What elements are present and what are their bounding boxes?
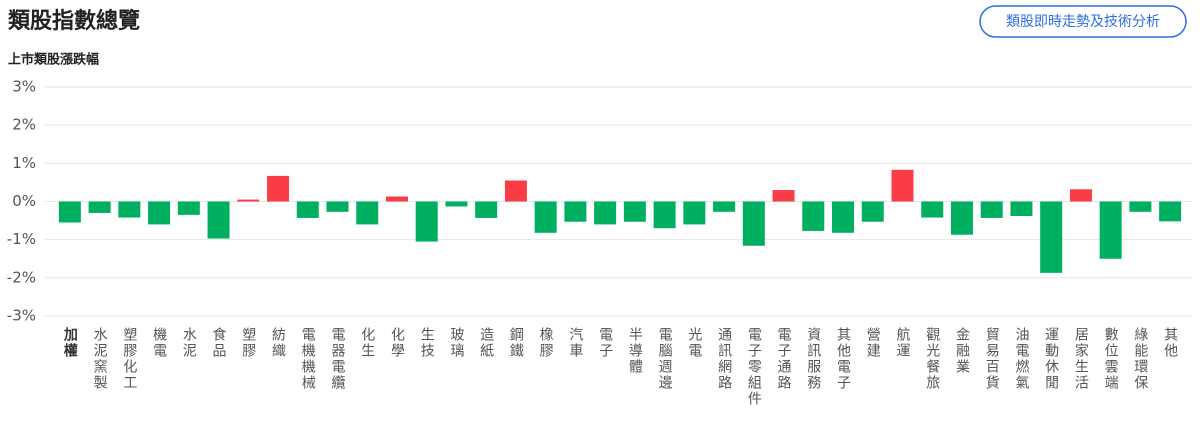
bar <box>564 201 587 222</box>
x-tick-label: 金融業 <box>954 327 970 375</box>
bar <box>772 190 795 202</box>
bar <box>742 201 765 246</box>
x-tick-label: 水泥窯製 <box>92 327 108 391</box>
bar <box>950 201 973 235</box>
y-tick-label: 1% <box>12 154 36 172</box>
x-tick-label: 其他 <box>1162 327 1178 359</box>
bar <box>415 201 438 242</box>
x-tick-label: 資訊服務 <box>805 327 821 391</box>
y-tick-label: 3% <box>12 78 36 96</box>
bar <box>207 201 230 239</box>
analysis-button[interactable]: 類股即時走勢及技術分析 <box>979 5 1187 38</box>
bar <box>832 201 855 233</box>
x-tick-label: 塑膠 <box>240 327 256 359</box>
y-tick-label: -2% <box>7 268 36 286</box>
y-tick-label: -1% <box>7 230 36 248</box>
x-tick-label: 居家生活 <box>1073 327 1089 391</box>
bar <box>623 201 646 222</box>
x-tick-label: 電腦週邊 <box>657 327 673 391</box>
bar <box>58 201 81 223</box>
x-tick-label: 數位雲端 <box>1103 327 1119 391</box>
x-tick-label: 其他電子 <box>835 327 851 391</box>
x-tick-label: 電子零組件 <box>746 327 762 407</box>
bar <box>1159 201 1182 222</box>
x-tick-label: 綠能環保 <box>1132 327 1148 391</box>
x-tick-label: 航運 <box>895 327 911 359</box>
button-label[interactable]: 類股即時走勢及技術分析 <box>1006 14 1160 30</box>
bar <box>445 201 468 207</box>
x-tick-label: 食品 <box>211 326 227 359</box>
bar <box>594 201 617 225</box>
bar <box>534 201 557 233</box>
x-tick-label: 紡織 <box>270 327 286 359</box>
x-tick-label: 化學 <box>389 327 405 359</box>
bar <box>385 196 408 202</box>
bar <box>326 201 349 212</box>
x-tick-label: 通訊網路 <box>716 327 732 391</box>
x-tick-label: 電器電纜 <box>330 327 346 391</box>
x-tick-label: 玻璃 <box>448 327 464 359</box>
x-tick-label: 化生 <box>359 327 375 359</box>
x-tick-label: 汽車 <box>567 327 583 359</box>
x-tick-label: 光電 <box>686 327 702 359</box>
bar <box>88 201 111 213</box>
bar <box>921 201 944 218</box>
bar <box>1129 201 1152 212</box>
bar <box>504 180 527 202</box>
bar <box>237 199 260 202</box>
bar <box>802 201 825 231</box>
bar <box>891 169 914 202</box>
bar <box>653 201 676 229</box>
x-tick-label: 電子 <box>597 327 613 359</box>
x-tick-label: 貿易百貨 <box>984 327 1000 391</box>
x-tick-label: 造紙 <box>478 327 494 359</box>
button-frame[interactable] <box>979 5 1187 38</box>
bar <box>267 175 290 202</box>
bar <box>296 201 319 218</box>
bar <box>1010 201 1033 217</box>
x-tick-label: 鋼鐵 <box>508 327 524 359</box>
bar <box>475 201 498 218</box>
bar <box>118 201 141 218</box>
bar <box>1040 201 1063 273</box>
x-tick-label: 半導體 <box>627 327 643 375</box>
x-tick-label: 油電燃氣 <box>1013 327 1029 391</box>
x-tick-label: 塑膠化工 <box>121 327 137 391</box>
x-tick-label: 水泥 <box>181 327 197 359</box>
x-tick-label: 加權 <box>62 327 79 359</box>
bar <box>683 201 706 225</box>
x-tick-label: 生技 <box>419 327 435 359</box>
bar <box>148 201 171 225</box>
x-tick-label: 電子通路 <box>776 327 792 391</box>
x-tick-label: 觀光餐旅 <box>924 327 940 391</box>
page-title: 類股指數總覽 <box>8 8 140 34</box>
y-tick-label: 2% <box>12 116 36 134</box>
chart-title: 上市類股漲跌幅 <box>8 52 99 68</box>
bar <box>356 201 379 225</box>
bar <box>713 201 736 212</box>
bar <box>861 201 884 222</box>
bar <box>1099 201 1122 259</box>
bar <box>1069 189 1092 202</box>
bar <box>980 201 1003 218</box>
y-tick-label: 0% <box>12 192 36 210</box>
x-tick-label: 機電 <box>151 327 167 359</box>
x-tick-label: 運動休閒 <box>1043 327 1059 391</box>
bar <box>177 201 200 215</box>
x-tick-label: 營建 <box>865 327 881 359</box>
x-tick-label: 電機機械 <box>300 327 316 391</box>
y-tick-label: -3% <box>7 307 36 325</box>
x-tick-label: 橡膠 <box>538 327 554 359</box>
